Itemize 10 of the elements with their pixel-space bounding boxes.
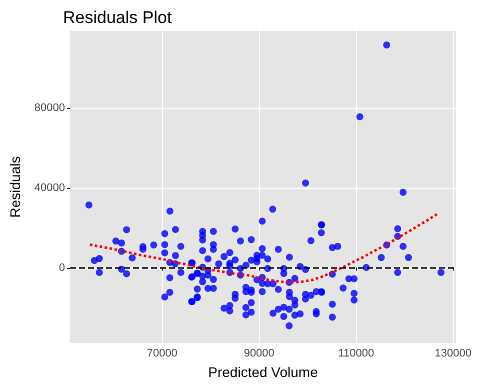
chart-title: Residuals Plot xyxy=(63,8,172,27)
x-tick-label: 70000 xyxy=(146,348,178,360)
y-tick-label: 0 xyxy=(58,262,65,274)
x-tick-label: 110000 xyxy=(338,348,374,360)
y-axis-title: Residuals xyxy=(7,156,23,218)
x-axis-title: Predicted Volume xyxy=(208,364,318,380)
x-tick-label: 90000 xyxy=(244,348,274,360)
y-tick-label: 80000 xyxy=(34,102,65,114)
x-tick-label: 130000 xyxy=(434,348,472,360)
y-tick-label: 40000 xyxy=(34,182,65,194)
